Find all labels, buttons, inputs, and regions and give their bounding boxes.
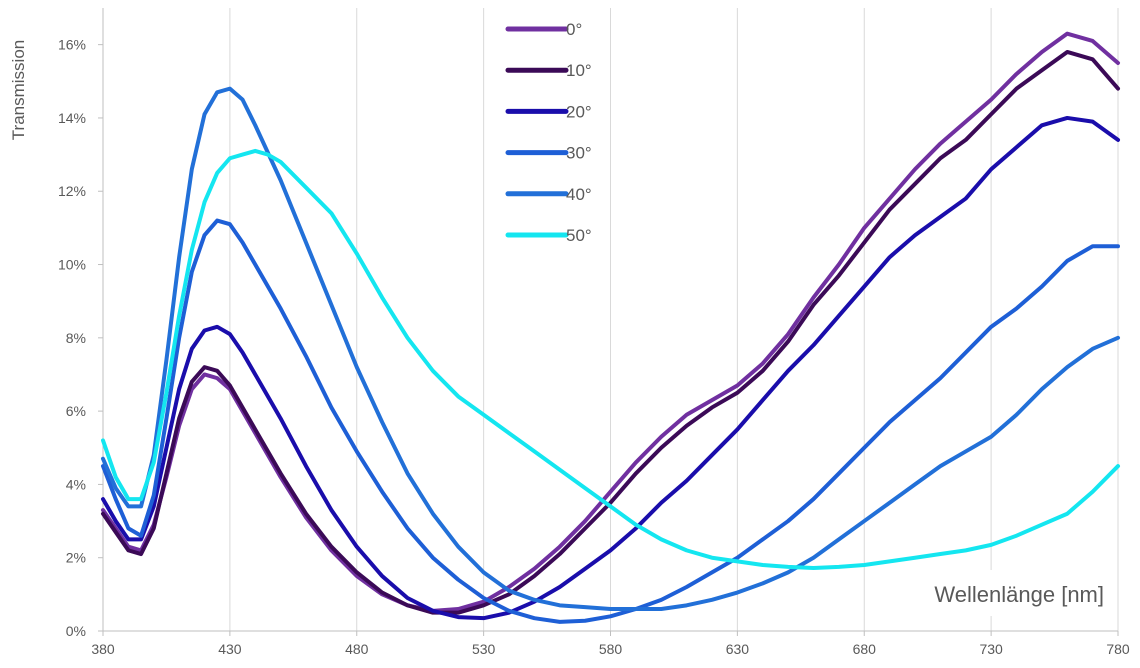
series-line-3 xyxy=(101,218,1120,624)
y-tick-label: 16% xyxy=(58,37,86,53)
y-tick-label: 14% xyxy=(58,110,86,126)
legend-background xyxy=(490,10,608,260)
legend: 0° 10° 20° 30° 40° 50° xyxy=(505,20,592,245)
x-tick-label: 780 xyxy=(1106,641,1130,657)
series-line-0 xyxy=(101,31,1120,613)
x-tick-label: 630 xyxy=(726,641,750,657)
x-tick-label: 580 xyxy=(599,641,623,657)
series-line-1 xyxy=(101,49,1120,615)
x-tick-label: 380 xyxy=(91,641,115,657)
x-tick-label: 480 xyxy=(345,641,369,657)
series-line-5 xyxy=(101,148,1120,570)
y-axis-title: Transmission xyxy=(9,40,28,140)
x-tick-label: 430 xyxy=(218,641,242,657)
y-tick-label: 12% xyxy=(58,183,86,199)
legend-label-3: 30° xyxy=(566,144,592,163)
series-line-4 xyxy=(101,86,1120,612)
y-tick-label: 8% xyxy=(66,330,86,346)
axes: 380 430 480 530 580 630 680 730 780 0% 2% 4% 6% 8% 10%… xyxy=(58,8,1130,657)
y-tick-label: 4% xyxy=(66,476,86,492)
y-tick-label: 0% xyxy=(66,623,86,639)
x-tick-label: 730 xyxy=(979,641,1003,657)
y-tick-label: 10% xyxy=(58,257,86,273)
y-tick-label: 2% xyxy=(66,550,86,566)
grid-lines xyxy=(229,8,1119,631)
x-axis-title-background xyxy=(866,570,1116,616)
data-series xyxy=(101,31,1120,624)
legend-label-4: 40° xyxy=(566,185,592,204)
legend-label-0: 0° xyxy=(566,20,582,39)
x-axis-title: Wellenlänge [nm] xyxy=(934,582,1104,607)
x-tick-label: 530 xyxy=(472,641,496,657)
x-tick-label: 680 xyxy=(853,641,877,657)
legend-label-2: 20° xyxy=(566,102,592,121)
y-tick-label: 6% xyxy=(66,403,86,419)
legend-label-1: 10° xyxy=(566,61,592,80)
legend-label-5: 50° xyxy=(566,226,592,245)
